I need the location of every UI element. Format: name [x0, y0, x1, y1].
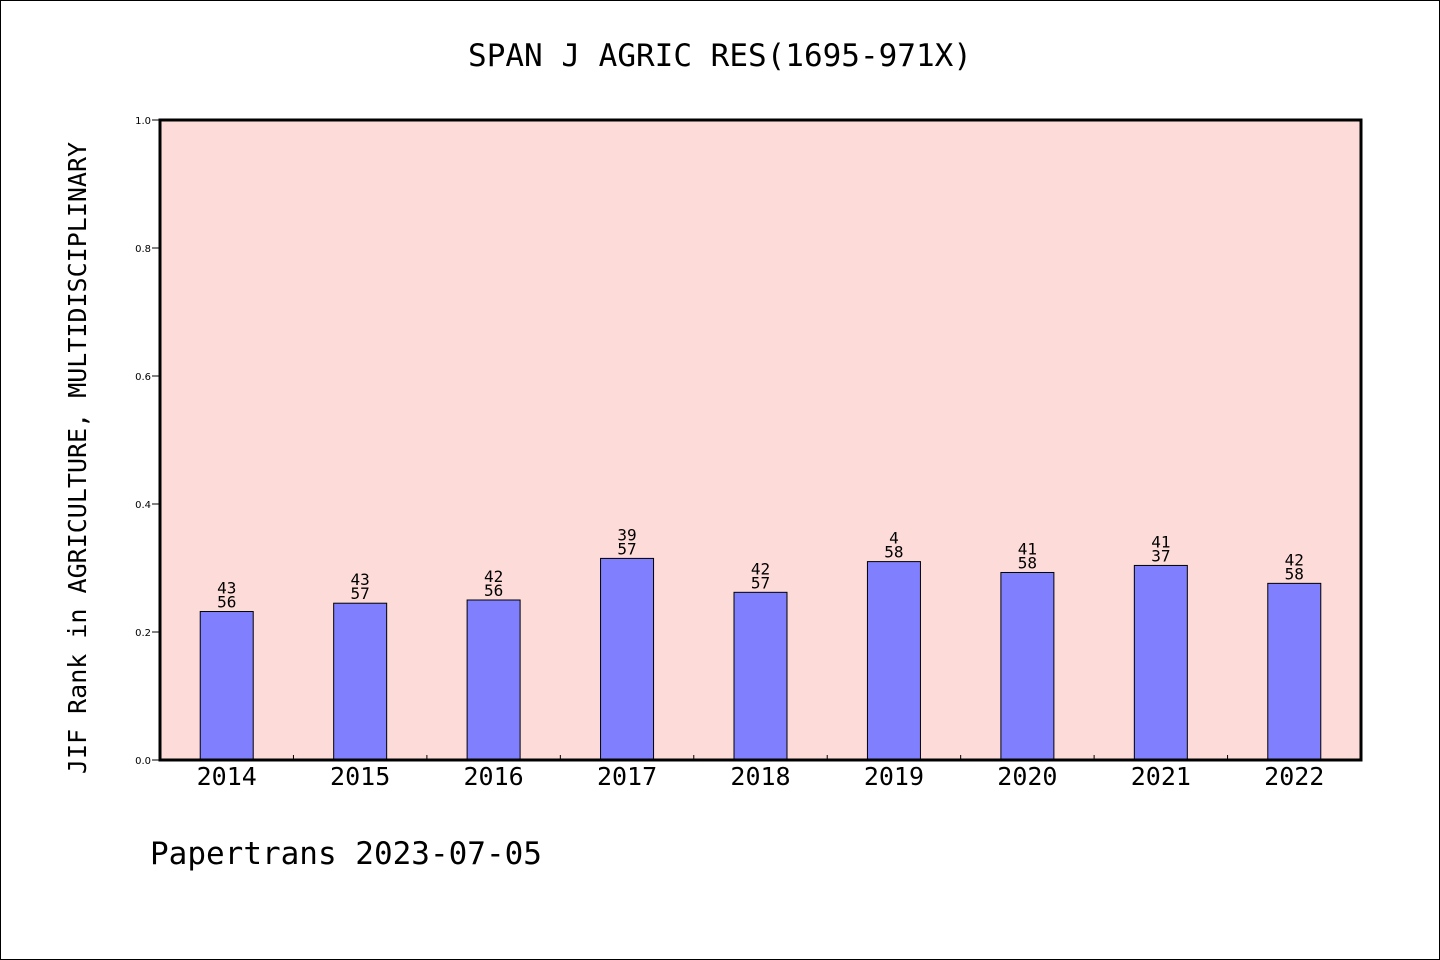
bar-2016: [466, 599, 521, 761]
bar-label-bottom: 58: [884, 543, 903, 562]
bar-label-top: 43: [217, 579, 236, 598]
bar-label-bottom: 58: [1018, 553, 1037, 572]
bar-label-bottom: 57: [751, 573, 770, 592]
bar-label-bottom: 37: [1151, 546, 1170, 565]
y-tick-label: 0.2: [135, 628, 151, 639]
bar-label-top: 41: [1018, 539, 1037, 558]
y-tick-label: 0.8: [135, 244, 151, 255]
bar-series: [199, 557, 1322, 761]
bar-label-top: 42: [484, 567, 503, 586]
bar-2015: [333, 602, 388, 761]
x-tick-label: 2015: [330, 762, 390, 791]
bar-2017: [600, 557, 655, 761]
y-tick-label: 1.0: [135, 116, 151, 127]
bar-label-bottom: 58: [1285, 564, 1304, 583]
bar-2019: [866, 561, 921, 761]
y-axis-label: JIF Rank in AGRICULTURE, MULTIDISCIPLINA…: [63, 142, 92, 774]
bar-label-top: 41: [1151, 532, 1170, 551]
x-tick-label: 2021: [1131, 762, 1191, 791]
bar-label-bottom: 56: [217, 593, 236, 612]
bar-label-bottom: 57: [351, 584, 370, 603]
x-axis: 2014 2015 2016 2017 2018 2019 2020 2021 2022: [197, 755, 1324, 791]
bar-label-top: 42: [1285, 550, 1304, 569]
x-tick-label: 2018: [730, 762, 790, 791]
x-tick-label: 2016: [464, 762, 524, 791]
bar-2014: [199, 611, 254, 761]
bar-label-bottom: 56: [484, 581, 503, 600]
bar-label-top: 42: [751, 559, 770, 578]
bar-label-top: 39: [617, 525, 636, 544]
bar-label-top: 43: [351, 570, 370, 589]
y-tick-label: 0.4: [135, 500, 151, 511]
bar-label-top: 4: [889, 529, 899, 548]
footer-credit: Papertrans 2023-07-05: [150, 836, 542, 872]
bar-2022: [1267, 582, 1322, 761]
bar-2018: [733, 591, 788, 761]
chart-title: SPAN J AGRIC RES(1695-971X): [468, 38, 972, 74]
x-tick-label: 2020: [997, 762, 1057, 791]
y-axis: 0.0 0.2 0.4 0.6 0.8 1.0: [135, 116, 160, 767]
x-tick-label: 2014: [197, 762, 257, 791]
bar-2021: [1133, 564, 1188, 761]
bar-2020: [1000, 571, 1055, 761]
x-tick-label: 2017: [597, 762, 657, 791]
bar-label-bottom: 57: [617, 539, 636, 558]
y-tick-label: 0.0: [135, 756, 151, 767]
x-tick-label: 2019: [864, 762, 924, 791]
plot-border: [158, 118, 1363, 762]
y-tick-label: 0.6: [135, 372, 151, 383]
x-tick-label: 2022: [1264, 762, 1324, 791]
